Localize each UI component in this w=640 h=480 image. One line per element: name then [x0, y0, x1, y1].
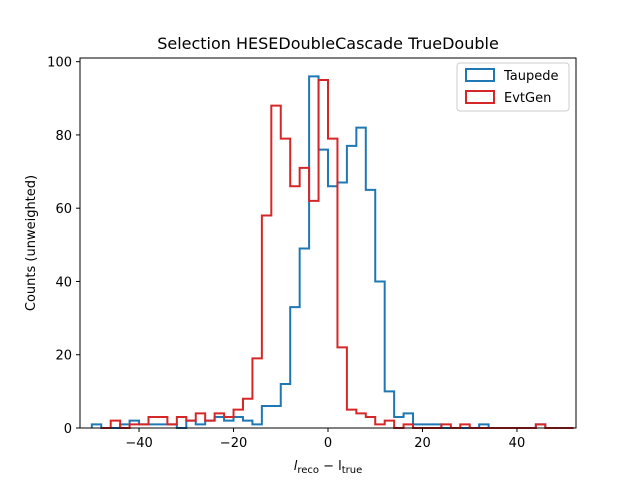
legend-label-taupede: Taupede	[503, 69, 559, 84]
chart-title: Selection HESEDoubleCascade TrueDouble	[157, 34, 499, 53]
plot-area	[79, 57, 577, 429]
y-tick-label: 40	[55, 275, 72, 290]
x-tick-label: 20	[414, 436, 431, 451]
legend: Taupede EvtGen	[456, 62, 570, 112]
series-line-evtgen	[101, 78, 574, 429]
y-tick-label: 0	[64, 422, 72, 437]
legend-box	[456, 62, 570, 112]
x-tick-label: 0	[324, 436, 332, 451]
x-axis-ticks: −40 −20 0 20 40	[125, 428, 525, 451]
x-tick-label: 40	[509, 436, 526, 451]
x-tick-label: −40	[125, 436, 152, 451]
x-axis-label: lreco − ltrue	[294, 459, 363, 476]
y-tick-label: 20	[55, 349, 72, 364]
legend-label-evtgen: EvtGen	[504, 91, 551, 106]
y-tick-label: 80	[55, 129, 72, 144]
y-axis-ticks: 0 20 40 60 80 100	[47, 56, 80, 437]
legend-swatch-taupede	[465, 68, 495, 82]
y-tick-label: 60	[55, 202, 72, 217]
y-tick-label: 100	[47, 56, 72, 71]
x-tick-label: −20	[220, 436, 247, 451]
y-axis-label: Counts (unweighted)	[24, 175, 39, 311]
legend-swatch-evtgen	[465, 90, 495, 104]
